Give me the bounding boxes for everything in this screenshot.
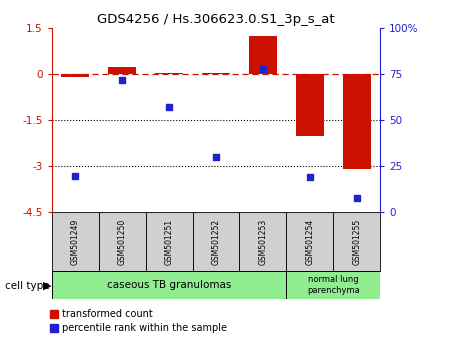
Bar — [333, 212, 380, 271]
Point — [166, 105, 173, 110]
Bar — [249, 36, 277, 74]
Text: GSM501250: GSM501250 — [117, 218, 126, 265]
Point — [306, 175, 314, 180]
Bar — [108, 67, 136, 74]
Point — [72, 173, 79, 178]
Legend: transformed count, percentile rank within the sample: transformed count, percentile rank withi… — [50, 309, 228, 333]
Text: cell type: cell type — [5, 281, 50, 291]
Bar — [99, 212, 146, 271]
Text: GSM501252: GSM501252 — [212, 218, 220, 265]
Bar — [52, 271, 286, 299]
Bar — [343, 74, 371, 170]
Text: GSM501249: GSM501249 — [71, 218, 80, 265]
Bar — [52, 212, 99, 271]
Bar — [146, 212, 193, 271]
Point — [353, 195, 360, 200]
Text: normal lung
parenchyma: normal lung parenchyma — [307, 275, 360, 295]
Text: GSM501255: GSM501255 — [352, 218, 361, 265]
Point — [118, 77, 126, 83]
Bar — [61, 74, 89, 78]
Point — [212, 154, 220, 160]
Text: GSM501251: GSM501251 — [165, 218, 174, 265]
Bar — [155, 73, 183, 74]
Point — [259, 66, 266, 72]
Text: caseous TB granulomas: caseous TB granulomas — [107, 280, 231, 290]
Bar — [239, 212, 286, 271]
Title: GDS4256 / Hs.306623.0.S1_3p_s_at: GDS4256 / Hs.306623.0.S1_3p_s_at — [97, 13, 335, 26]
Text: GSM501254: GSM501254 — [306, 218, 315, 265]
Bar — [286, 271, 380, 299]
Text: ▶: ▶ — [43, 281, 52, 291]
Bar — [193, 212, 239, 271]
Text: GSM501253: GSM501253 — [258, 218, 267, 265]
Bar — [296, 74, 324, 136]
Bar — [286, 212, 333, 271]
Bar — [202, 73, 230, 74]
